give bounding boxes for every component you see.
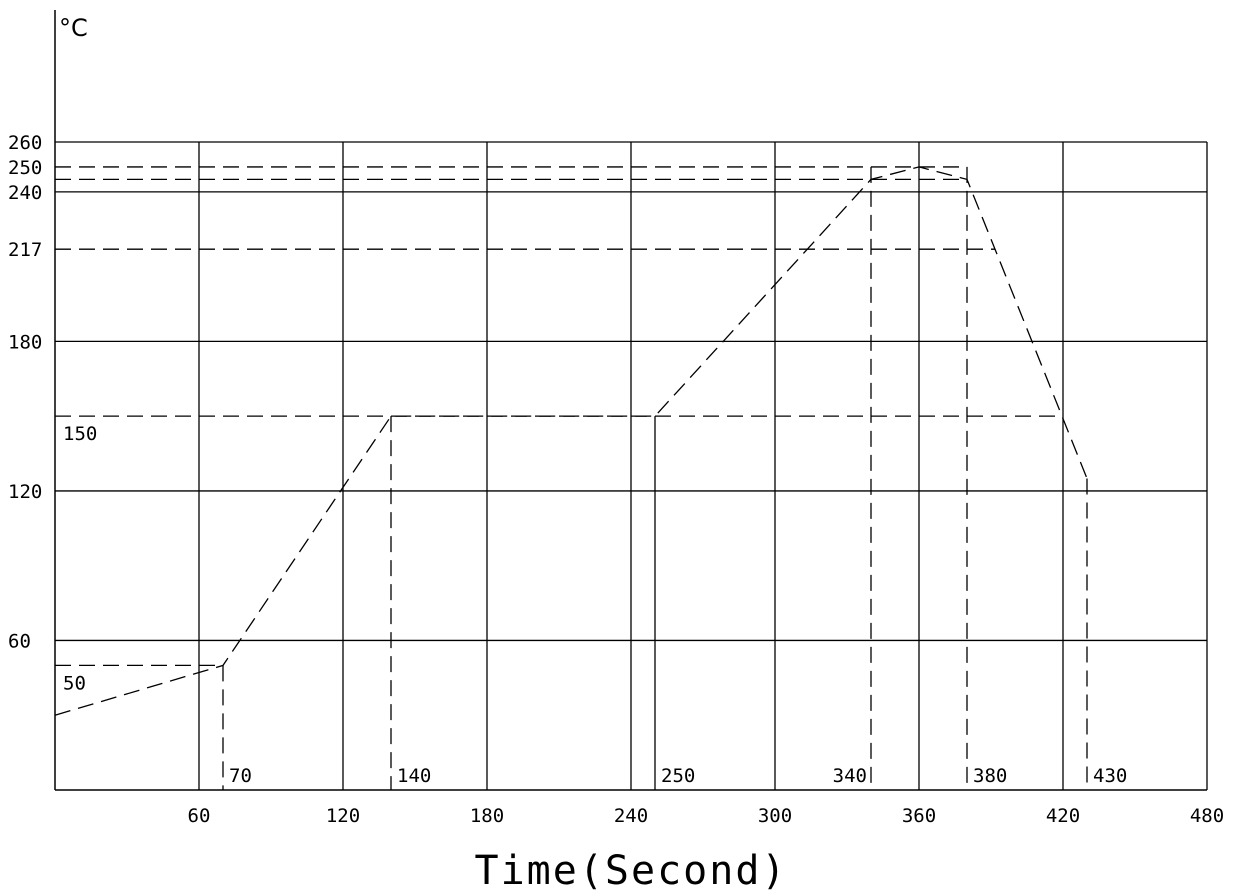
axes (54, 10, 1207, 791)
annotation-label: 140 (397, 765, 431, 787)
y-tick-label: 180 (8, 331, 42, 353)
y-tick-label: 250 (8, 157, 42, 179)
annotation-label: 70 (229, 765, 252, 787)
x-axis-label: Time(Second) (475, 848, 788, 893)
y-axis-unit: °C (59, 14, 88, 42)
x-tick-label: 180 (470, 805, 504, 827)
x-tick-label: 360 (902, 805, 936, 827)
annotation-label: 50 (63, 672, 86, 694)
y-tick-label: 217 (8, 239, 42, 261)
annotation-label: 340 (833, 765, 867, 787)
annotation-label: 250 (661, 765, 695, 787)
x-tick-label: 300 (758, 805, 792, 827)
x-tick-label: 60 (188, 805, 211, 827)
y-tick-label: 60 (8, 630, 31, 652)
x-tick-label: 420 (1046, 805, 1080, 827)
reference-lines (55, 166, 1088, 790)
annotation-label: 430 (1093, 765, 1127, 787)
y-tick-label: 240 (8, 182, 42, 204)
annotation-label: 380 (973, 765, 1007, 787)
series-layer (54, 166, 1088, 716)
labels: 60 120 180 240 300 360 420 480 60 120 180 217 240 250… (8, 132, 1224, 827)
y-tick-label: 120 (8, 481, 42, 503)
x-tick-label: 120 (326, 805, 360, 827)
x-tick-label: 480 (1190, 805, 1224, 827)
series-line (54, 166, 1088, 716)
y-tick-label: 260 (8, 132, 42, 154)
x-tick-label: 240 (614, 805, 648, 827)
annotation-label: 150 (63, 423, 97, 445)
grid (55, 141, 1208, 790)
